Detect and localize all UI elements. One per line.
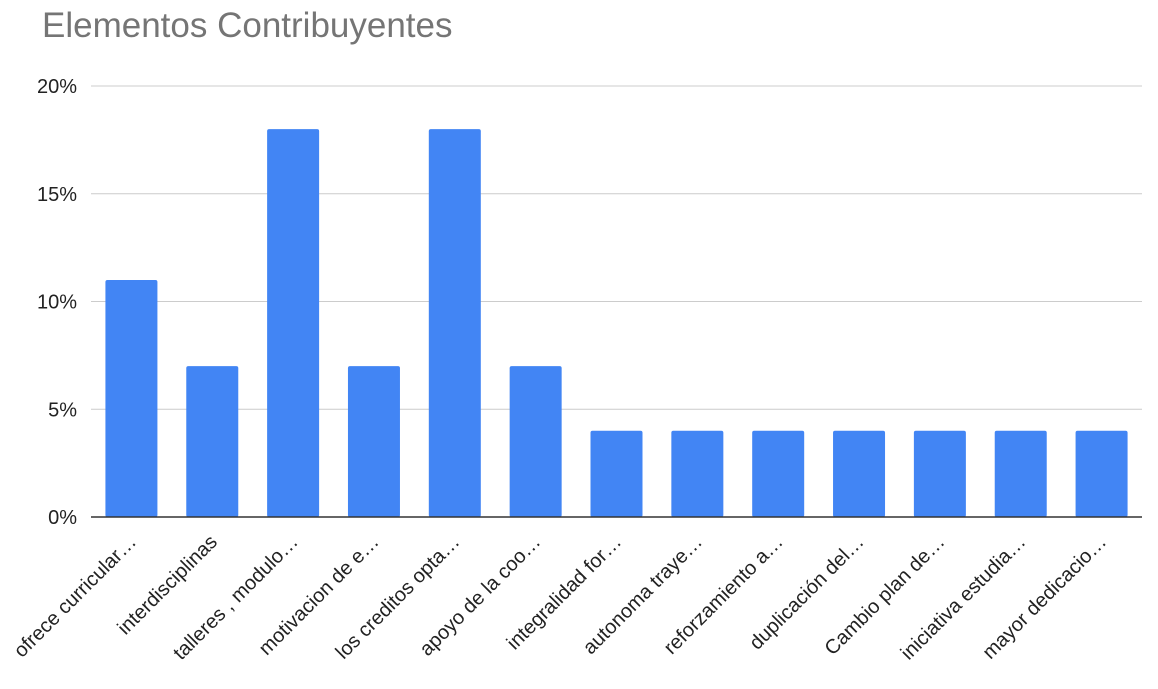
- bar: [428, 129, 481, 517]
- bar: [347, 366, 400, 517]
- bar: [752, 430, 805, 517]
- y-tick-label: 10%: [37, 292, 77, 314]
- bar: [671, 430, 724, 517]
- bar: [590, 430, 643, 517]
- x-tick-label: ofrece curricular…: [10, 531, 141, 662]
- gridlines: [91, 85, 1142, 410]
- bar: [105, 279, 158, 517]
- y-tick-label: 0%: [48, 507, 77, 529]
- bar: [833, 430, 886, 517]
- x-axis-labels: ofrece curricular…interdisciplinastaller…: [10, 531, 1111, 664]
- bars: [105, 129, 1128, 517]
- bar: [1075, 430, 1128, 517]
- y-axis-ticks: 0% 5% 10% 15% 20%: [37, 76, 77, 529]
- chart-title: Elementos Contribuyentes: [42, 6, 453, 45]
- y-tick-label: 15%: [37, 184, 77, 206]
- bar: [267, 129, 320, 517]
- y-tick-label: 5%: [48, 399, 77, 421]
- bar: [994, 430, 1047, 517]
- bar: [509, 366, 562, 517]
- bar: [186, 366, 239, 517]
- bar: [913, 430, 966, 517]
- y-tick-label: 20%: [37, 76, 77, 98]
